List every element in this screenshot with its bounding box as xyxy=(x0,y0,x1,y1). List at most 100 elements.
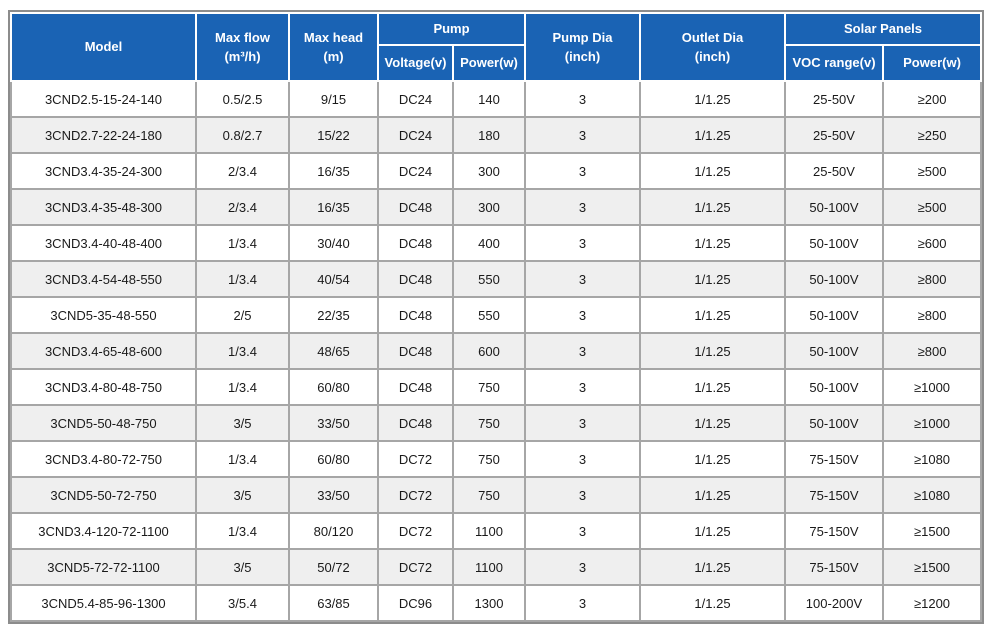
max-flow-cell: 1/3.4 xyxy=(195,224,290,262)
col-header-solar-panels-group: Solar Panels xyxy=(783,12,983,46)
voltage-cell: DC24 xyxy=(377,80,454,118)
table-row: 3CND5-50-48-750 3/5 33/50 DC48 750 3 1/1.25 50-… xyxy=(10,404,983,442)
table-row: 3CND3.4-120-72-1100 1/3.4 80/120 DC72 1100 3 1… xyxy=(10,512,983,550)
voltage-cell: DC48 xyxy=(377,368,454,406)
pump-power-cell: 140 xyxy=(452,80,526,118)
voc-range-cell: 50-100V xyxy=(784,296,884,334)
max-head-cell: 40/54 xyxy=(288,260,379,298)
table-row: 3CND5.4-85-96-1300 3/5.4 63/85 DC96 1300 3 1/1… xyxy=(10,584,983,622)
model-cell: 3CND3.4-40-48-400 xyxy=(10,224,197,262)
model-cell: 3CND2.7-22-24-180 xyxy=(10,116,197,154)
solar-power-cell: ≥1500 xyxy=(881,548,983,586)
voc-range-cell: 50-100V xyxy=(784,332,884,370)
max-head-cell: 30/40 xyxy=(288,224,379,262)
solar-power-cell: ≥1000 xyxy=(881,368,983,406)
max-flow-cell: 3/5 xyxy=(195,404,290,442)
solar-power-cell: ≥1080 xyxy=(881,476,983,514)
model-cell: 3CND5-50-48-750 xyxy=(10,404,197,442)
voltage-cell: DC72 xyxy=(377,440,454,478)
pump-power-cell: 750 xyxy=(452,404,526,442)
max-flow-cell: 1/3.4 xyxy=(195,368,290,406)
table-row: 3CND3.4-54-48-550 1/3.4 40/54 DC48 550 3 1/1.2… xyxy=(10,260,983,298)
max-head-cell: 15/22 xyxy=(288,116,379,154)
max-head-cell: 60/80 xyxy=(288,440,379,478)
model-cell: 3CND5-35-48-550 xyxy=(10,296,197,334)
voc-range-cell: 25-50V xyxy=(784,152,884,190)
voltage-cell: DC48 xyxy=(377,332,454,370)
max-flow-cell: 1/3.4 xyxy=(195,332,290,370)
voc-range-cell: 25-50V xyxy=(784,80,884,118)
model-cell: 3CND3.4-120-72-1100 xyxy=(10,512,197,550)
outlet-dia-cell: 1/1.25 xyxy=(639,224,786,262)
col-header-voltage: Voltage(v) xyxy=(377,44,454,82)
pump-dia-cell: 3 xyxy=(524,368,641,406)
pump-power-cell: 600 xyxy=(452,332,526,370)
col-header-pump-group: Pump xyxy=(377,12,526,46)
max-head-cell: 33/50 xyxy=(288,476,379,514)
voltage-cell: DC48 xyxy=(377,224,454,262)
table-row: 3CND5-50-72-750 3/5 33/50 DC72 750 3 1/1.25 75-… xyxy=(10,476,983,514)
header-row-2: Voltage(v) Power(w) VOC range(v) Power(w… xyxy=(11,44,983,82)
solar-power-cell: ≥1200 xyxy=(881,584,983,622)
voltage-cell: DC96 xyxy=(377,584,454,622)
pump-dia-cell: 3 xyxy=(524,260,641,298)
pump-power-cell: 750 xyxy=(452,368,526,406)
voltage-cell: DC72 xyxy=(377,476,454,514)
model-cell: 3CND5-50-72-750 xyxy=(10,476,197,514)
table-row: 3CND5-72-72-1100 3/5 50/72 DC72 1100 3 1/1.25 7… xyxy=(10,548,983,586)
voltage-cell: DC48 xyxy=(377,296,454,334)
pump-dia-cell: 3 xyxy=(524,440,641,478)
pump-dia-cell: 3 xyxy=(524,188,641,226)
max-head-cell: 16/35 xyxy=(288,188,379,226)
solar-power-cell: ≥600 xyxy=(881,224,983,262)
table-row: 3CND3.4-80-72-750 1/3.4 60/80 DC72 750 3 1/1.2… xyxy=(10,440,983,478)
max-flow-cell: 1/3.4 xyxy=(195,512,290,550)
pump-power-cell: 750 xyxy=(452,440,526,478)
pump-dia-cell: 3 xyxy=(524,332,641,370)
max-flow-cell: 1/3.4 xyxy=(195,440,290,478)
pump-dia-cell: 3 xyxy=(524,512,641,550)
solar-power-cell: ≥800 xyxy=(881,260,983,298)
solar-power-cell: ≥500 xyxy=(881,188,983,226)
col-header-solar-power: Power(w) xyxy=(881,44,983,82)
col-header-max-flow: Max flow (m³/h) xyxy=(195,12,290,82)
table-row: 3CND2.7-22-24-180 0.8/2.7 15/22 DC24 180 3 1/1… xyxy=(10,116,983,154)
table-row: 3CND3.4-80-48-750 1/3.4 60/80 DC48 750 3 1/1.2… xyxy=(10,368,983,406)
pump-dia-cell: 3 xyxy=(524,584,641,622)
max-flow-cell: 0.5/2.5 xyxy=(195,80,290,118)
pump-dia-cell: 3 xyxy=(524,80,641,118)
max-flow-cell: 2/5 xyxy=(195,296,290,334)
model-cell: 3CND5-72-72-1100 xyxy=(10,548,197,586)
voltage-cell: DC72 xyxy=(377,512,454,550)
solar-power-cell: ≥1000 xyxy=(881,404,983,442)
model-cell: 3CND3.4-80-48-750 xyxy=(10,368,197,406)
voc-range-cell: 75-150V xyxy=(784,512,884,550)
max-head-cell: 22/35 xyxy=(288,296,379,334)
outlet-dia-cell: 1/1.25 xyxy=(639,80,786,118)
voltage-cell: DC48 xyxy=(377,404,454,442)
outlet-dia-cell: 1/1.25 xyxy=(639,152,786,190)
max-head-cell: 16/35 xyxy=(288,152,379,190)
voc-range-cell: 25-50V xyxy=(784,116,884,154)
col-header-pump-power: Power(w) xyxy=(452,44,526,82)
header-row-1: Model Max flow (m³/h) Max head (m) Pump … xyxy=(10,12,983,82)
voc-range-cell: 50-100V xyxy=(784,224,884,262)
model-cell: 3CND5.4-85-96-1300 xyxy=(10,584,197,622)
col-header-max-head: Max head (m) xyxy=(288,12,379,82)
max-head-cell: 50/72 xyxy=(288,548,379,586)
col-header-model: Model xyxy=(10,12,197,82)
solar-power-cell: ≥800 xyxy=(881,332,983,370)
pump-dia-cell: 3 xyxy=(524,296,641,334)
pump-power-cell: 550 xyxy=(452,260,526,298)
model-cell: 3CND3.4-54-48-550 xyxy=(10,260,197,298)
pump-power-cell: 1300 xyxy=(452,584,526,622)
voltage-cell: DC24 xyxy=(377,116,454,154)
outlet-dia-cell: 1/1.25 xyxy=(639,512,786,550)
voc-range-cell: 50-100V xyxy=(784,260,884,298)
voc-range-cell: 75-150V xyxy=(784,548,884,586)
pump-dia-cell: 3 xyxy=(524,476,641,514)
pump-power-cell: 400 xyxy=(452,224,526,262)
table-row: 3CND3.4-40-48-400 1/3.4 30/40 DC48 400 3 1/1.2… xyxy=(10,224,983,262)
pump-power-cell: 550 xyxy=(452,296,526,334)
solar-power-cell: ≥250 xyxy=(881,116,983,154)
